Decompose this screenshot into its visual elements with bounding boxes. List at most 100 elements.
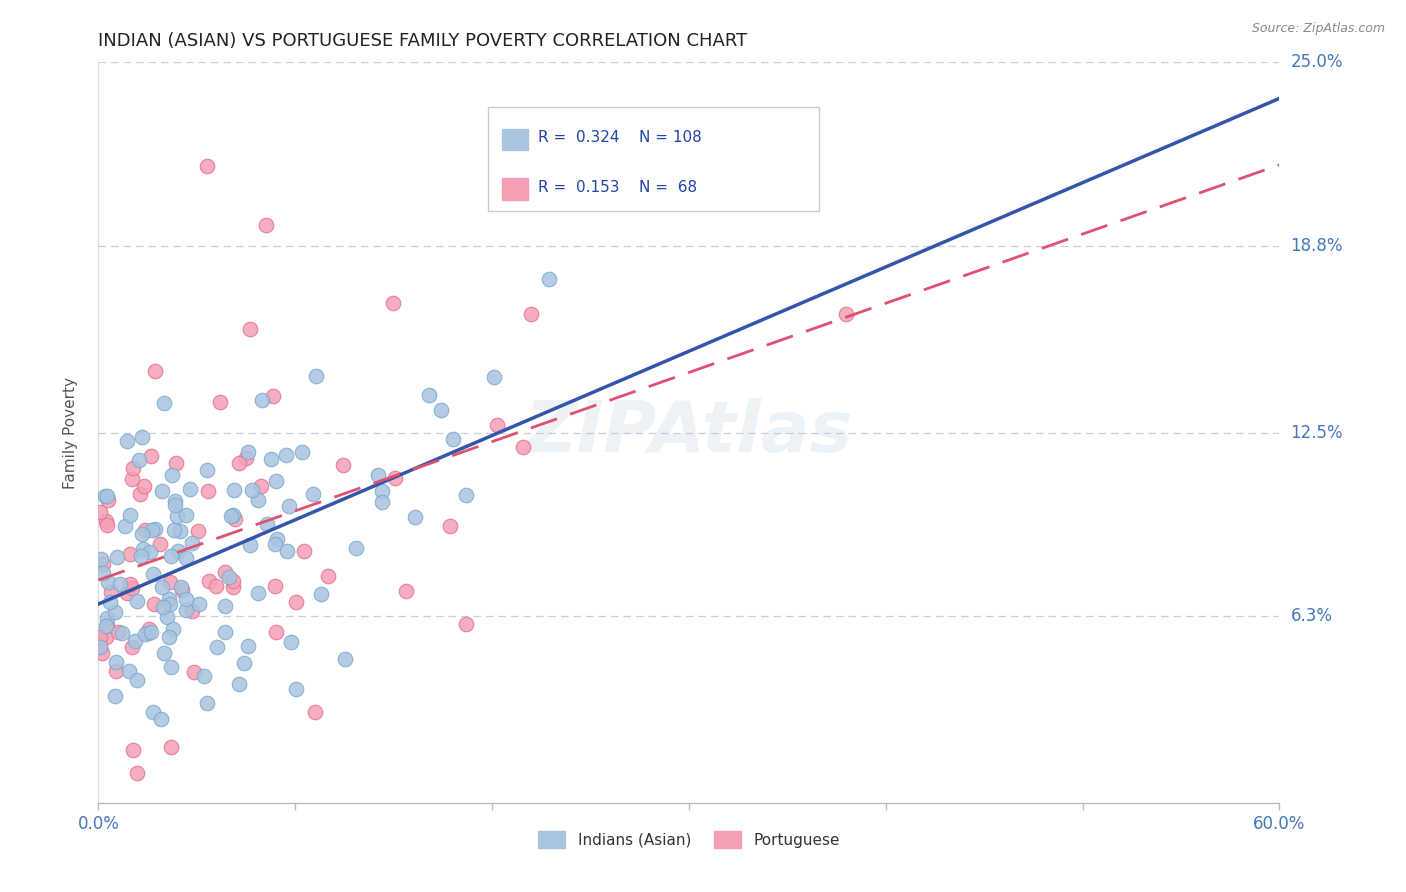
Point <box>183 665 205 679</box>
Point <box>240 483 263 497</box>
Point <box>115 434 138 448</box>
Point <box>384 471 406 485</box>
Point <box>441 432 464 446</box>
Y-axis label: Family Poverty: Family Poverty <box>63 376 77 489</box>
Point <box>165 493 187 508</box>
Bar <box>502 178 529 200</box>
Point <box>150 580 173 594</box>
Text: 12.5%: 12.5% <box>1291 424 1343 442</box>
Point <box>247 586 270 600</box>
Point <box>174 592 197 607</box>
Point <box>454 488 477 502</box>
Point <box>97 574 120 589</box>
Point <box>256 517 278 532</box>
Point <box>418 387 440 401</box>
Point <box>94 489 117 503</box>
Point <box>263 537 285 551</box>
Point <box>160 659 183 673</box>
Point <box>91 646 114 660</box>
Point <box>333 652 356 666</box>
Point <box>96 630 118 644</box>
Point <box>247 492 270 507</box>
Point <box>264 625 287 640</box>
Point <box>163 498 186 512</box>
Point <box>94 514 117 528</box>
Point <box>142 566 165 581</box>
Point <box>104 664 127 678</box>
Point <box>136 626 159 640</box>
Point <box>107 625 129 640</box>
Bar <box>502 128 529 150</box>
Point <box>89 630 111 644</box>
Point <box>260 452 283 467</box>
Point <box>332 458 354 473</box>
Point <box>121 640 143 654</box>
Point <box>153 646 176 660</box>
Point <box>121 581 143 595</box>
Point <box>276 448 298 462</box>
Point <box>139 449 162 463</box>
Point <box>143 364 166 378</box>
Point <box>835 307 858 321</box>
Text: 25.0%: 25.0% <box>1291 54 1343 71</box>
Point <box>456 617 478 632</box>
Point <box>228 456 250 470</box>
Point <box>125 594 148 608</box>
Point <box>120 547 142 561</box>
Point <box>89 640 111 655</box>
Point <box>155 610 177 624</box>
Point <box>187 597 209 611</box>
Point <box>139 545 162 559</box>
Point <box>174 508 197 522</box>
Point <box>89 505 111 519</box>
Point <box>285 595 308 609</box>
Point <box>277 499 299 513</box>
Point <box>404 510 426 524</box>
Point <box>218 570 240 584</box>
Point <box>149 536 172 550</box>
Point <box>128 453 150 467</box>
Point <box>104 689 127 703</box>
Point <box>304 705 326 719</box>
Point <box>198 574 221 588</box>
Point <box>316 569 339 583</box>
Point <box>169 580 191 594</box>
Point <box>114 518 136 533</box>
Point <box>97 492 120 507</box>
Point <box>121 472 143 486</box>
Point <box>131 429 153 443</box>
Point <box>124 633 146 648</box>
Text: R =  0.153    N =  68: R = 0.153 N = 68 <box>537 180 697 195</box>
Point <box>291 445 314 459</box>
Point <box>160 468 183 483</box>
Point <box>159 739 181 754</box>
Point <box>204 578 226 592</box>
Point <box>224 512 246 526</box>
Point <box>263 579 285 593</box>
Point <box>512 441 534 455</box>
Point <box>235 450 257 465</box>
Point <box>142 705 165 719</box>
Point <box>162 622 184 636</box>
Point <box>96 619 118 633</box>
Point <box>484 370 506 384</box>
Point <box>382 296 405 310</box>
Point <box>214 599 236 614</box>
Text: ZIPAtlas: ZIPAtlas <box>524 398 853 467</box>
Point <box>266 532 288 546</box>
Point <box>165 456 187 470</box>
FancyBboxPatch shape <box>488 107 818 211</box>
Point <box>157 631 180 645</box>
Point <box>132 541 155 556</box>
Point <box>122 743 145 757</box>
Point <box>96 517 118 532</box>
Point <box>169 524 191 538</box>
Text: INDIAN (ASIAN) VS PORTUGUESE FAMILY POVERTY CORRELATION CHART: INDIAN (ASIAN) VS PORTUGUESE FAMILY POVE… <box>98 32 748 50</box>
Point <box>195 463 218 477</box>
Point <box>228 677 250 691</box>
Point <box>172 582 194 597</box>
Point <box>120 508 142 522</box>
Point <box>222 574 245 588</box>
Point <box>98 595 121 609</box>
Point <box>309 586 332 600</box>
